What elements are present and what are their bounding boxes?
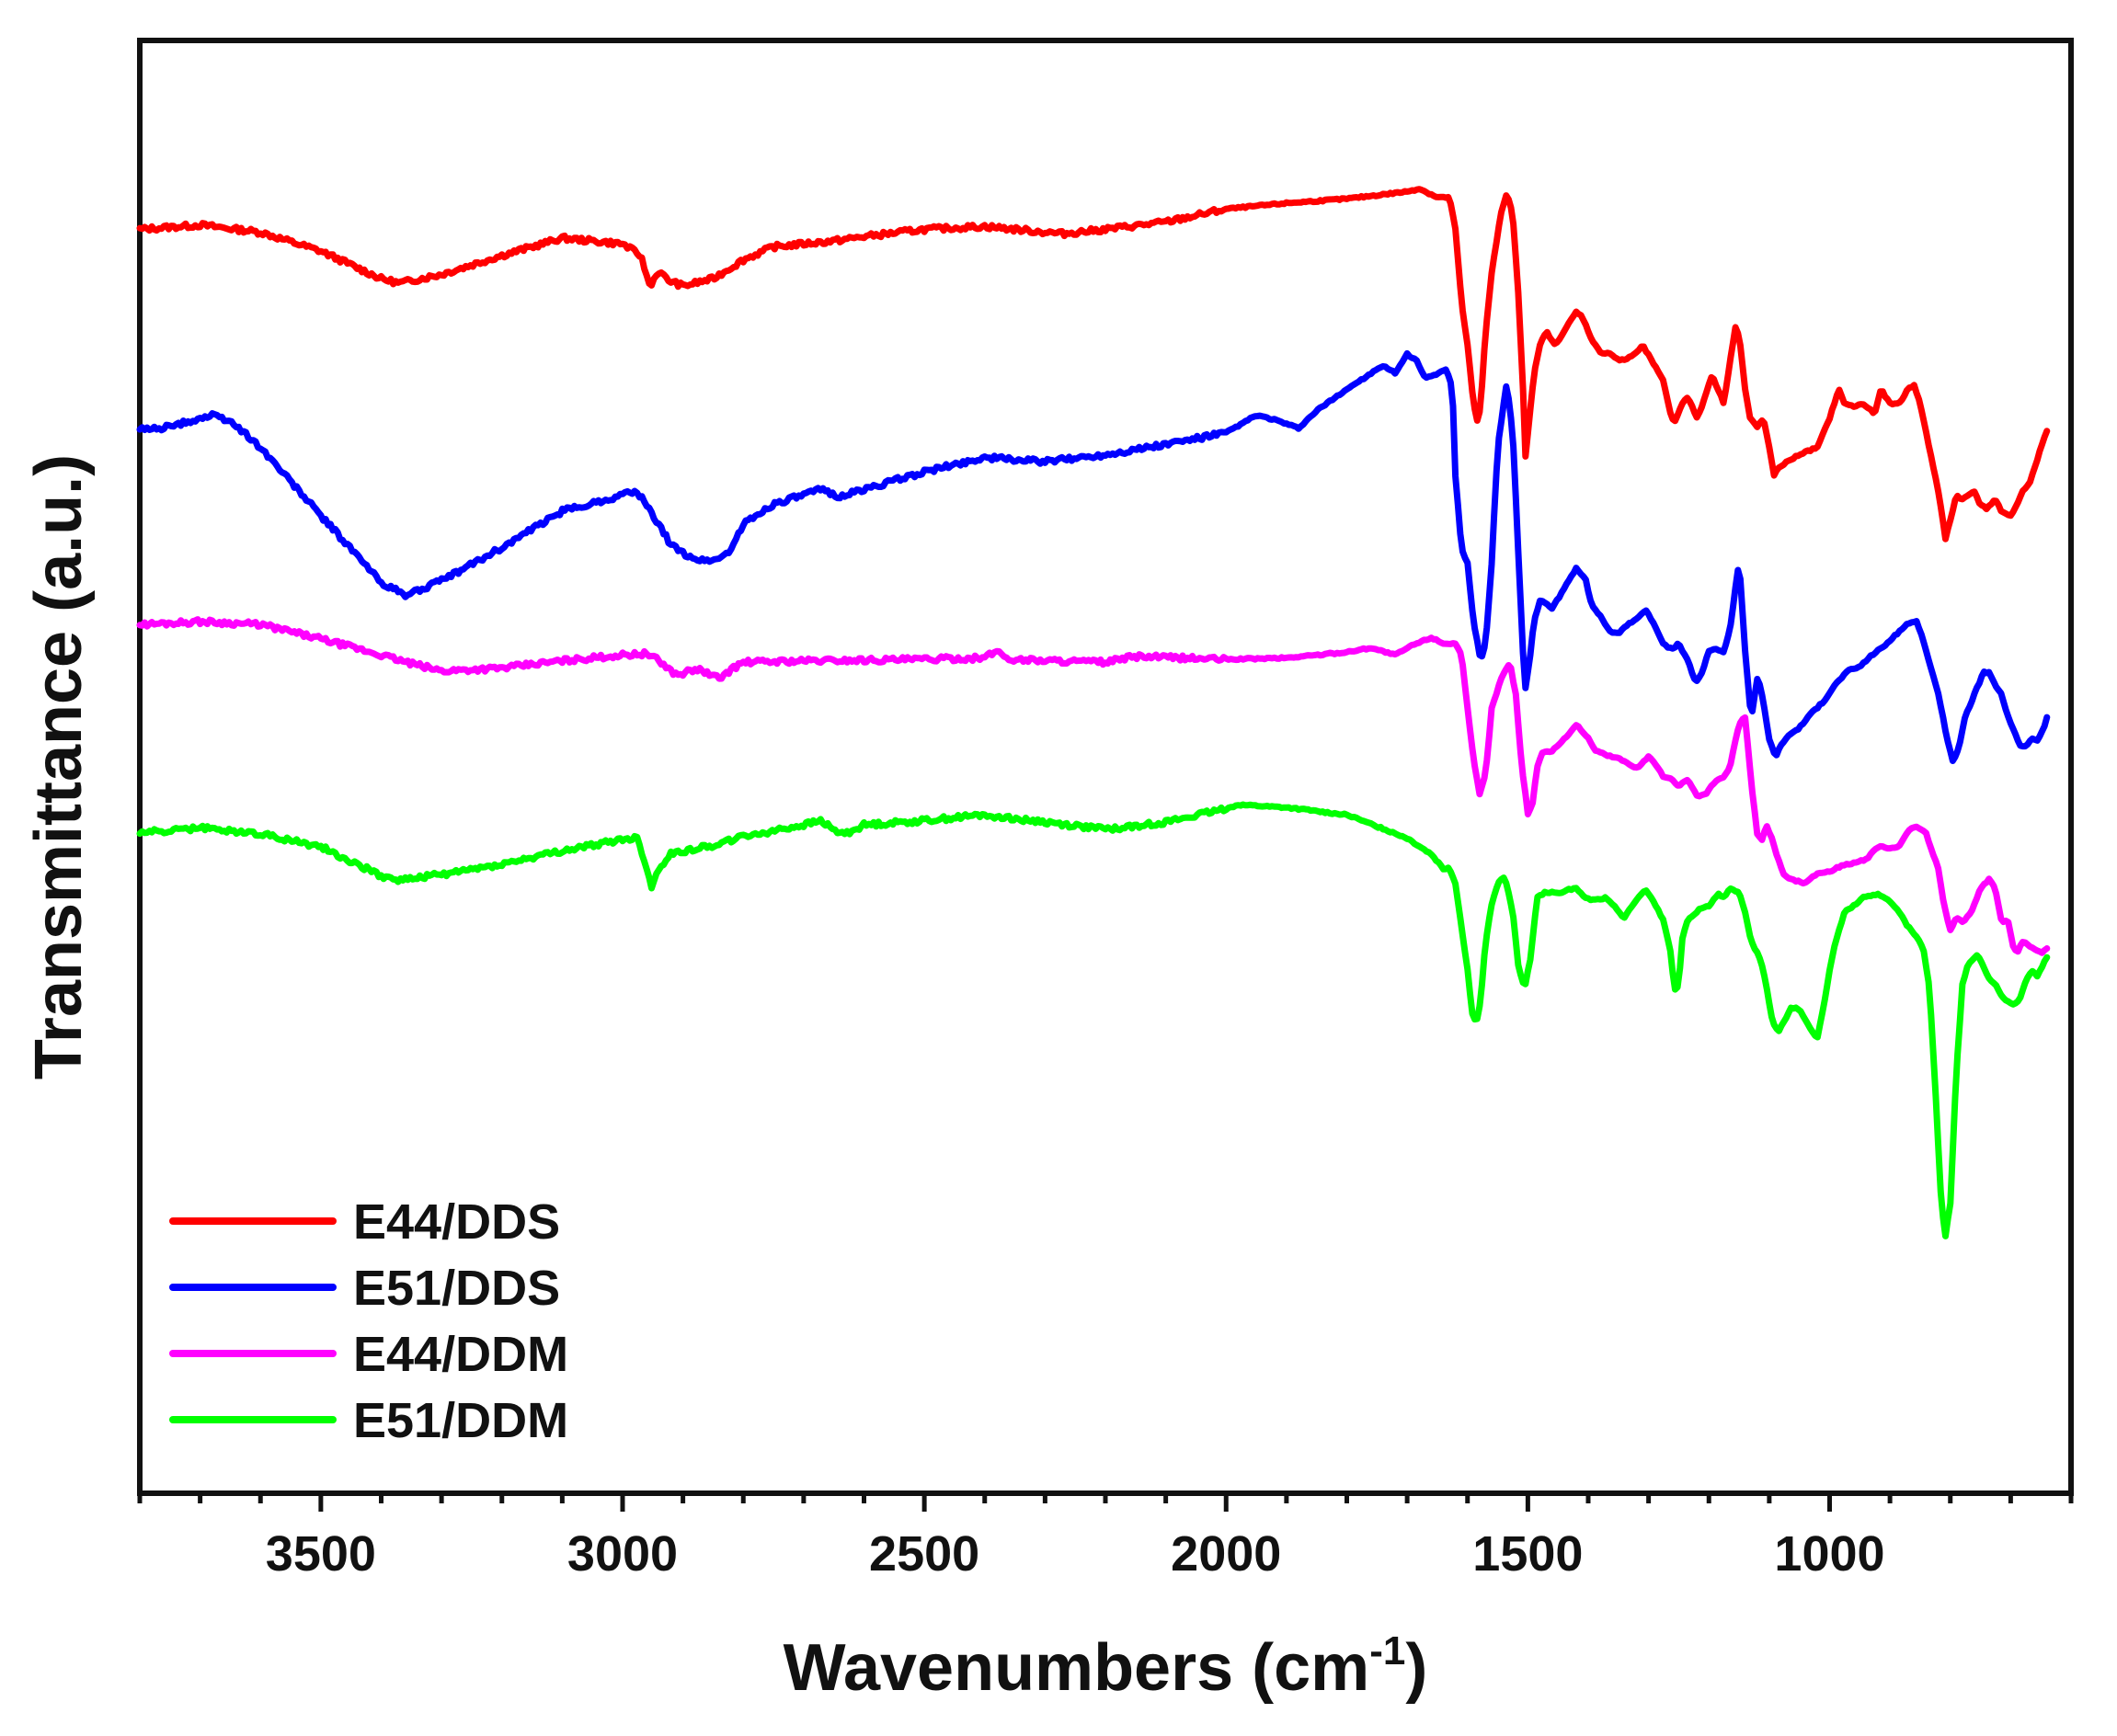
series-line-e44-ddm (136, 616, 2051, 956)
x-axis-title-close: ) (1405, 1631, 1427, 1705)
x-tick-label: 3000 (567, 1526, 678, 1582)
legend: E44/DDS E51/DDS E44/DDM E51/DDM (169, 1194, 568, 1448)
series-layer (136, 186, 2051, 1239)
series-line-e51-dds (136, 349, 2051, 764)
y-axis-title: Transmittance (a.u.) (22, 454, 96, 1079)
legend-label: E51/DDS (353, 1261, 560, 1316)
x-tick-label: 2500 (869, 1526, 979, 1582)
x-tick-label: 2000 (1171, 1526, 1281, 1582)
x-axis-title-superscript: -1 (1369, 1628, 1405, 1673)
legend-label: E51/DDM (353, 1393, 568, 1448)
legend-label: E44/DDM (353, 1327, 568, 1382)
legend-label: E44/DDS (353, 1194, 560, 1250)
series-line-e44-dds (136, 186, 2051, 542)
x-tick-label: 3500 (266, 1526, 376, 1582)
x-axis-title: Wavenumbers (cm-1) (784, 1628, 1428, 1705)
series-line-e51-ddm (136, 801, 2051, 1239)
x-axis-ticks: 3500 3000 2500 2000 1500 1000 (137, 1493, 2074, 1582)
x-tick-label: 1000 (1774, 1526, 1884, 1582)
x-axis-title-main: Wavenumbers (cm (784, 1631, 1370, 1705)
x-tick-label: 1500 (1472, 1526, 1583, 1582)
